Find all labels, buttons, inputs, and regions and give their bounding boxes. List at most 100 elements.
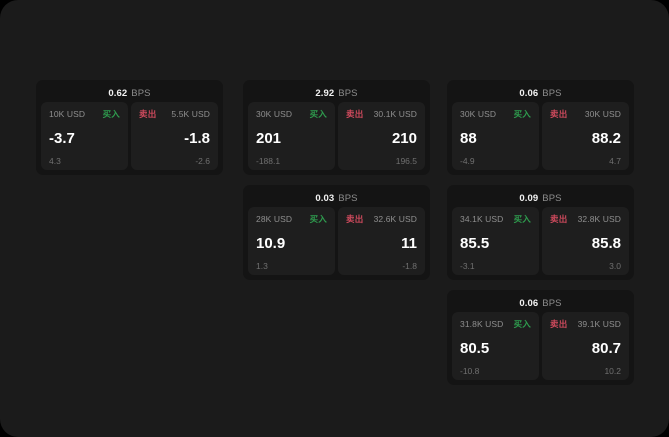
sell-size-label: 32.6K USD bbox=[373, 213, 417, 224]
sell-action-label: 卖出 bbox=[346, 213, 364, 224]
bps-value: 0.09 bbox=[519, 192, 539, 204]
buy-action-label: 买入 bbox=[513, 318, 531, 329]
sell-size-label: 5.5K USD bbox=[171, 108, 210, 119]
buy-delta: 1.3 bbox=[256, 260, 268, 271]
bps-value: 0.06 bbox=[519, 87, 539, 99]
sell-side-panel[interactable]: 30K USD 卖出 88.2 4.7 bbox=[542, 102, 629, 170]
card-header: 0.06 BPS bbox=[452, 295, 629, 312]
buy-side-panel[interactable]: 30K USD 买入 88 -4.9 bbox=[452, 102, 539, 170]
buy-size-label: 10K USD bbox=[49, 108, 86, 119]
sell-side-header: 32.8K USD 卖出 bbox=[550, 213, 621, 224]
card-header: 0.06 BPS bbox=[452, 85, 629, 102]
buy-price: 10.9 bbox=[256, 234, 286, 252]
sell-delta: 4.7 bbox=[609, 155, 621, 166]
spread-card-grid: 0.62 BPS 10K USD 买入 -3.7 4.3 5.5K bbox=[36, 80, 634, 388]
sell-action-label: 卖出 bbox=[550, 318, 568, 329]
bps-value: 0.03 bbox=[315, 192, 335, 204]
buy-action-label: 买入 bbox=[102, 108, 120, 119]
buy-size-label: 34.1K USD bbox=[460, 213, 504, 224]
sell-side-panel[interactable]: 32.6K USD 卖出 11 -1.8 bbox=[338, 207, 425, 275]
sell-price: 85.8 bbox=[591, 234, 621, 252]
spread-card-5[interactable]: 0.09 BPS 34.1K USD 买入 85.5 -3.1 32 bbox=[447, 185, 634, 280]
sell-side-panel[interactable]: 30.1K USD 卖出 210 196.5 bbox=[338, 102, 425, 170]
buy-size-label: 30K USD bbox=[256, 108, 293, 119]
bps-value: 0.06 bbox=[519, 297, 539, 309]
buy-side-panel[interactable]: 34.1K USD 买入 85.5 -3.1 bbox=[452, 207, 539, 275]
buy-side-panel[interactable]: 31.8K USD 买入 80.5 -10.8 bbox=[452, 312, 539, 380]
sell-size-label: 30.1K USD bbox=[373, 108, 417, 119]
buy-delta: -10.8 bbox=[460, 365, 480, 376]
sell-side-panel[interactable]: 5.5K USD 卖出 -1.8 -2.6 bbox=[131, 102, 218, 170]
card-header: 0.09 BPS bbox=[452, 190, 629, 207]
buy-action-label: 买入 bbox=[309, 213, 327, 224]
card-sides: 30K USD 买入 88 -4.9 30K USD 卖出 88.2 4.7 bbox=[452, 102, 629, 170]
sell-side-panel[interactable]: 39.1K USD 卖出 80.7 10.2 bbox=[542, 312, 629, 380]
buy-delta: -4.9 bbox=[460, 155, 475, 166]
sell-side-header: 5.5K USD 卖出 bbox=[139, 108, 210, 119]
buy-action-label: 买入 bbox=[513, 108, 531, 119]
buy-size-label: 28K USD bbox=[256, 213, 293, 224]
bps-unit-label: BPS bbox=[131, 87, 151, 99]
sell-action-label: 卖出 bbox=[550, 213, 568, 224]
buy-price: 88 bbox=[460, 129, 477, 147]
buy-side-header: 28K USD 买入 bbox=[256, 213, 327, 224]
spread-card-2[interactable]: 2.92 BPS 30K USD 买入 201 -188.1 30. bbox=[243, 80, 430, 175]
sell-size-label: 32.8K USD bbox=[577, 213, 621, 224]
bps-unit-label: BPS bbox=[338, 192, 358, 204]
buy-price: 201 bbox=[256, 129, 282, 147]
buy-price: 85.5 bbox=[460, 234, 490, 252]
sell-price: 11 bbox=[401, 234, 417, 252]
bps-value: 0.62 bbox=[108, 87, 128, 99]
sell-size-label: 30K USD bbox=[584, 108, 621, 119]
buy-action-label: 买入 bbox=[513, 213, 531, 224]
sell-action-label: 卖出 bbox=[550, 108, 568, 119]
sell-price: 88.2 bbox=[591, 129, 621, 147]
spread-card-4[interactable]: 0.03 BPS 28K USD 买入 10.9 1.3 32.6K bbox=[243, 185, 430, 280]
card-header: 0.03 BPS bbox=[248, 190, 425, 207]
sell-size-label: 39.1K USD bbox=[577, 318, 621, 329]
card-header: 2.92 BPS bbox=[248, 85, 425, 102]
buy-side-header: 10K USD 买入 bbox=[49, 108, 120, 119]
buy-size-label: 30K USD bbox=[460, 108, 497, 119]
card-header: 0.62 BPS bbox=[41, 85, 218, 102]
card-sides: 28K USD 买入 10.9 1.3 32.6K USD 卖出 11 -1.8 bbox=[248, 207, 425, 275]
buy-side-panel[interactable]: 10K USD 买入 -3.7 4.3 bbox=[41, 102, 128, 170]
card-sides: 34.1K USD 买入 85.5 -3.1 32.8K USD 卖出 85.8… bbox=[452, 207, 629, 275]
sell-delta: -2.6 bbox=[195, 155, 210, 166]
spread-card-3[interactable]: 0.06 BPS 30K USD 买入 88 -4.9 30K US bbox=[447, 80, 634, 175]
buy-delta: -188.1 bbox=[256, 155, 281, 166]
spread-card-1[interactable]: 0.62 BPS 10K USD 买入 -3.7 4.3 5.5K bbox=[36, 80, 223, 175]
sell-action-label: 卖出 bbox=[346, 108, 364, 119]
sell-side-panel[interactable]: 32.8K USD 卖出 85.8 3.0 bbox=[542, 207, 629, 275]
bps-unit-label: BPS bbox=[542, 297, 562, 309]
sell-delta: 10.2 bbox=[604, 365, 621, 376]
sell-delta: -1.8 bbox=[402, 260, 417, 271]
sell-price: 80.7 bbox=[591, 339, 621, 357]
bps-value: 2.92 bbox=[315, 87, 335, 99]
buy-side-header: 30K USD 买入 bbox=[460, 108, 531, 119]
buy-action-label: 买入 bbox=[309, 108, 327, 119]
sell-delta: 196.5 bbox=[395, 155, 417, 166]
buy-size-label: 31.8K USD bbox=[460, 318, 504, 329]
bps-unit-label: BPS bbox=[542, 192, 562, 204]
sell-side-header: 30.1K USD 卖出 bbox=[346, 108, 417, 119]
spread-card-6[interactable]: 0.06 BPS 31.8K USD 买入 80.5 -10.8 3 bbox=[447, 290, 634, 385]
bps-unit-label: BPS bbox=[542, 87, 562, 99]
buy-side-panel[interactable]: 28K USD 买入 10.9 1.3 bbox=[248, 207, 335, 275]
bps-unit-label: BPS bbox=[338, 87, 358, 99]
sell-side-header: 30K USD 卖出 bbox=[550, 108, 621, 119]
buy-price: 80.5 bbox=[460, 339, 490, 357]
sell-side-header: 39.1K USD 卖出 bbox=[550, 318, 621, 329]
sell-price: -1.8 bbox=[184, 129, 210, 147]
buy-delta: 4.3 bbox=[49, 155, 61, 166]
card-sides: 10K USD 买入 -3.7 4.3 5.5K USD 卖出 -1.8 -2.… bbox=[41, 102, 218, 170]
card-sides: 30K USD 买入 201 -188.1 30.1K USD 卖出 210 1… bbox=[248, 102, 425, 170]
card-sides: 31.8K USD 买入 80.5 -10.8 39.1K USD 卖出 80.… bbox=[452, 312, 629, 380]
buy-side-header: 30K USD 买入 bbox=[256, 108, 327, 119]
sell-delta: 3.0 bbox=[609, 260, 621, 271]
sell-action-label: 卖出 bbox=[139, 108, 157, 119]
sell-price: 210 bbox=[391, 129, 417, 147]
buy-side-panel[interactable]: 30K USD 买入 201 -188.1 bbox=[248, 102, 335, 170]
sell-side-header: 32.6K USD 卖出 bbox=[346, 213, 417, 224]
